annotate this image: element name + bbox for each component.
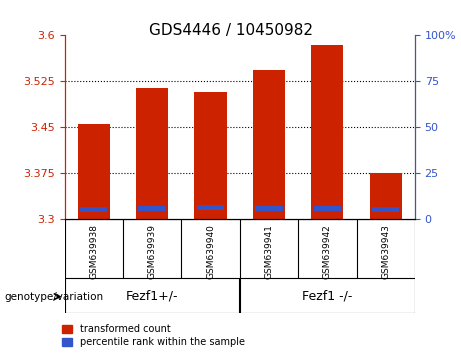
Bar xyxy=(80,207,107,212)
Bar xyxy=(136,87,168,219)
Bar xyxy=(370,173,402,219)
Bar xyxy=(372,207,399,211)
Text: Fezf1 -/-: Fezf1 -/- xyxy=(302,289,353,302)
Text: GSM639939: GSM639939 xyxy=(148,224,157,279)
Legend: transformed count, percentile rank within the sample: transformed count, percentile rank withi… xyxy=(60,322,247,349)
Text: GSM639941: GSM639941 xyxy=(265,224,273,279)
Bar xyxy=(311,45,343,219)
Bar xyxy=(313,206,341,211)
Bar xyxy=(197,205,224,210)
Text: GSM639938: GSM639938 xyxy=(89,224,98,279)
Text: GSM639942: GSM639942 xyxy=(323,224,332,279)
Bar xyxy=(253,70,285,219)
Text: Fezf1+/-: Fezf1+/- xyxy=(126,289,178,302)
Text: genotype/variation: genotype/variation xyxy=(5,292,104,302)
Bar xyxy=(138,206,166,211)
Text: GSM639943: GSM639943 xyxy=(381,224,390,279)
Bar xyxy=(77,124,110,219)
Bar xyxy=(195,92,226,219)
Bar xyxy=(255,206,283,211)
Text: GDS4446 / 10450982: GDS4446 / 10450982 xyxy=(148,23,313,38)
Text: GSM639940: GSM639940 xyxy=(206,224,215,279)
